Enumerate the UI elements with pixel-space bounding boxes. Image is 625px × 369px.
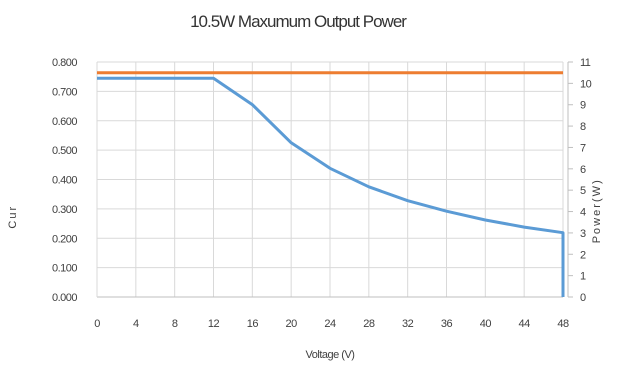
y-right-tick-label: 4 [580, 207, 586, 219]
y-right-tick-label: 9 [580, 100, 586, 112]
y-right-tick-label: 5 [580, 185, 586, 197]
y-right-tick-label: 7 [580, 142, 586, 154]
axis-layer [96, 61, 573, 298]
y-left-tick-label: 0.700 [52, 86, 77, 98]
grid-layer [96, 61, 564, 298]
x-tick-label: 40 [480, 318, 492, 330]
y-right-tick-label: 10 [580, 78, 592, 90]
label-layer: C u r P o w e r ( W ) [7, 181, 603, 244]
x-tick-label: 44 [519, 318, 531, 330]
x-tick-label: 8 [172, 318, 178, 330]
x-tick-label: 36 [441, 318, 453, 330]
y-right-tick-label: 3 [580, 228, 586, 240]
y-left-axis-label: C u r [7, 206, 19, 228]
x-tick-label: 16 [247, 318, 259, 330]
y-left-tick-label: 0.800 [52, 57, 77, 69]
y-right-tick-label: 11 [580, 57, 591, 69]
current-series-line [97, 76, 565, 297]
y-right-tick-label: 8 [580, 121, 586, 133]
y-left-tick-label: 0.000 [52, 292, 77, 304]
x-tick-label: 32 [402, 318, 414, 330]
series-layer [97, 71, 565, 297]
x-tick-label: 48 [557, 318, 569, 330]
y-left-tick-label: 0.500 [52, 145, 77, 157]
x-axis-label: Voltage (V) [306, 349, 355, 361]
x-tick-label: 20 [286, 318, 298, 330]
y-left-tick-label: 0.100 [52, 263, 77, 275]
y-left-tick-label: 0.400 [52, 175, 77, 187]
y-right-tick-label: 6 [580, 164, 586, 176]
y-right-axis-label: P o w e r ( W ) [591, 181, 603, 244]
chart-title: 10.5W Maxumum Output Power [190, 12, 407, 31]
y-left-tick-label: 0.200 [52, 233, 77, 245]
x-tick-label: 4 [133, 318, 139, 330]
x-tick-label: 12 [208, 318, 220, 330]
y-right-tick-label: 1 [580, 271, 586, 283]
y-right-tick-label: 0 [580, 292, 586, 304]
x-tick-label: 24 [324, 318, 336, 330]
y-left-tick-label: 0.600 [52, 116, 77, 128]
tick-layer: 0 4 8 12 16 20 24 28 32 36 40 44 480.0000.1000.2000.… [52, 57, 592, 330]
x-tick-label: 28 [363, 318, 375, 330]
x-tick-label: 0 [94, 318, 100, 330]
y-right-tick-label: 2 [580, 249, 586, 261]
y-left-tick-label: 0.300 [52, 204, 77, 216]
